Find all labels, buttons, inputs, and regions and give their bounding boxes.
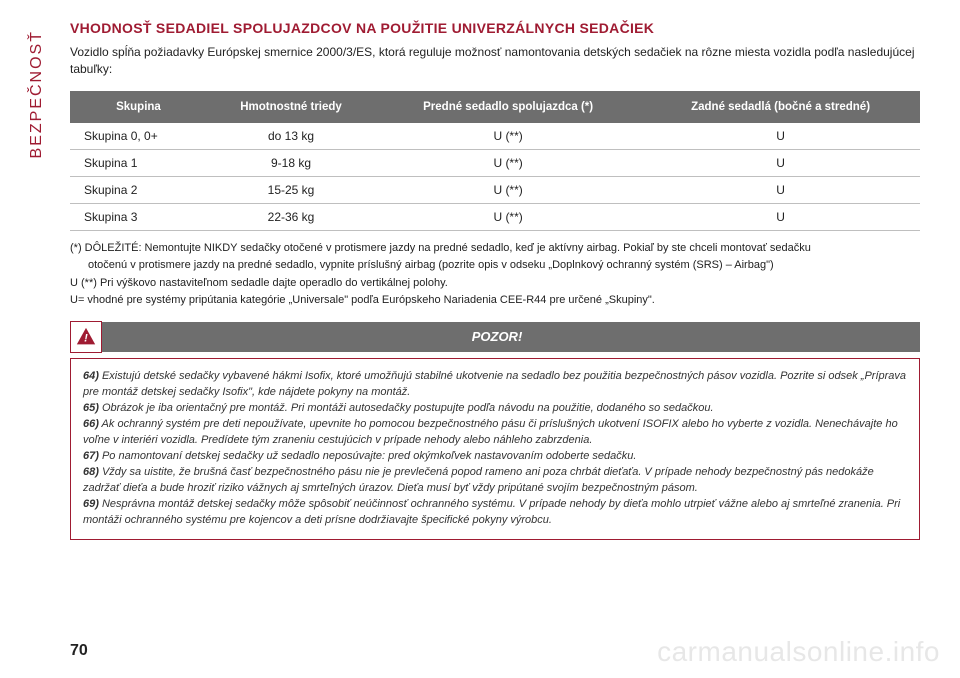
table-row: Skupina 2 15-25 kg U (**) U	[70, 176, 920, 203]
footnote-star: (*) DÔLEŽITÉ: Nemontujte NIKDY sedačky o…	[70, 241, 920, 256]
page: BEZPEČNOSŤ VHODNOSŤ SEDADIEL SPOLUJAZDCO…	[0, 0, 960, 678]
warning-label: POZOR!	[472, 329, 523, 344]
svg-text:!: !	[84, 333, 88, 345]
warn-num-69: 69)	[83, 498, 99, 510]
warn-num-68: 68)	[83, 466, 99, 478]
warn-66: Ak ochranný systém pre deti nepoužívate,…	[83, 418, 898, 446]
table-row: Skupina 0, 0+ do 13 kg U (**) U	[70, 123, 920, 150]
col-predne: Predné sedadlo spolujazdca (*)	[375, 91, 641, 123]
warn-num-65: 65)	[83, 402, 99, 414]
warning-box: 64) Existujú detské sedačky vybavené hák…	[70, 358, 920, 539]
page-title: VHODNOSŤ SEDADIEL SPOLUJAZDCOV NA POUŽIT…	[70, 20, 920, 36]
col-hmotnost: Hmotnostné triedy	[207, 91, 375, 123]
col-zadne: Zadné sedadlá (bočné a stredné)	[641, 91, 920, 123]
warn-64: Existujú detské sedačky vybavené hákmi I…	[83, 370, 906, 398]
col-skupina: Skupina	[70, 91, 207, 123]
warn-68: Vždy sa uistite, že brušná časť bezpečno…	[83, 466, 874, 494]
warning-header: ! POZOR!	[70, 322, 920, 352]
footnote-u-starstar: U (**) Pri výškovo nastaviteľnom sedadle…	[70, 276, 920, 291]
footnote-u-def: U= vhodné pre systémy pripútania kategór…	[70, 293, 920, 308]
warn-69: Nesprávna montáž detskej sedačky môže sp…	[83, 498, 900, 526]
warn-num-66: 66)	[83, 418, 99, 430]
footnote-star-cont: otočenú v protismere jazdy na predné sed…	[70, 258, 920, 273]
footnotes: (*) DÔLEŽITÉ: Nemontujte NIKDY sedačky o…	[70, 241, 920, 309]
table-row: Skupina 1 9-18 kg U (**) U	[70, 149, 920, 176]
warning-icon: !	[70, 321, 102, 353]
warn-num-64: 64)	[83, 370, 99, 382]
warn-67: Po namontovaní detskej sedačky už sedadl…	[99, 450, 637, 462]
intro-text: Vozidlo spĺňa požiadavky Európskej smern…	[70, 44, 920, 79]
warn-num-67: 67)	[83, 450, 99, 462]
section-tab: BEZPEČNOSŤ	[28, 30, 46, 158]
table-row: Skupina 3 22-36 kg U (**) U	[70, 203, 920, 230]
warn-65: Obrázok je iba orientačný pre montáž. Pr…	[99, 402, 714, 414]
page-number: 70	[70, 642, 88, 660]
table-header-row: Skupina Hmotnostné triedy Predné sedadlo…	[70, 91, 920, 123]
watermark: carmanualsonline.info	[657, 636, 940, 668]
suitability-table: Skupina Hmotnostné triedy Predné sedadlo…	[70, 91, 920, 231]
